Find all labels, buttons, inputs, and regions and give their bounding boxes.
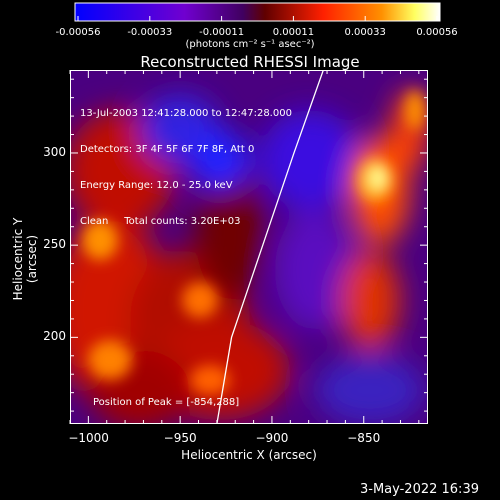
heatmap-plot <box>70 70 428 424</box>
y-axis-label: Heliocentric Y (arcsec) <box>11 217 39 301</box>
colorbar-gradient <box>74 2 441 22</box>
heatmap-blobs <box>70 90 428 424</box>
peak-position-label: Position of Peak = [-854,288] <box>93 397 240 408</box>
y-tick-label: 250 <box>43 237 66 252</box>
colorbar-tick-label: 0.00011 <box>272 27 315 38</box>
chart-title: Reconstructed RHESSI Image <box>140 53 360 71</box>
colorbar-tick-label: 0.00033 <box>344 27 386 38</box>
heatmap-highlights <box>82 90 425 395</box>
plot-frame <box>70 70 428 424</box>
colorbar-tick-label: -0.00033 <box>127 27 173 38</box>
colorbar-tick-label: -0.00011 <box>199 27 245 38</box>
y-tick-label: 300 <box>43 144 66 159</box>
solar-limb-curve <box>216 70 324 424</box>
x-tick-label: −950 <box>163 431 197 445</box>
annotation-detectors: Detectors: 3F 4F 5F 6F 7F 8F, Att 0 <box>80 144 255 155</box>
colorbar-tick-label: 0.00056 <box>416 27 458 38</box>
annotation-time: 13-Jul-2003 12:41:28.000 to 12:47:28.000 <box>80 108 292 119</box>
colorbar <box>74 2 441 22</box>
x-tick-label: −900 <box>255 431 289 445</box>
y-tick-label: 200 <box>43 329 66 344</box>
datestamp: 3-May-2022 16:39 <box>360 482 479 497</box>
colorbar-unit: (photons cm⁻² s⁻¹ asec⁻²) <box>185 39 315 50</box>
observation-annotations: 13-Jul-2003 12:41:28.000 to 12:47:28.000… <box>80 84 292 240</box>
colorbar-tick-label: -0.00056 <box>55 27 101 38</box>
annotation-energy: Energy Range: 12.0 - 25.0 keV <box>80 180 233 191</box>
annotation-counts: Clean Total counts: 3.20E+03 <box>80 216 241 227</box>
x-tick-label: −1000 <box>68 431 109 445</box>
x-axis-label: Heliocentric X (arcsec) <box>181 448 317 462</box>
x-tick-label: −850 <box>347 431 381 445</box>
